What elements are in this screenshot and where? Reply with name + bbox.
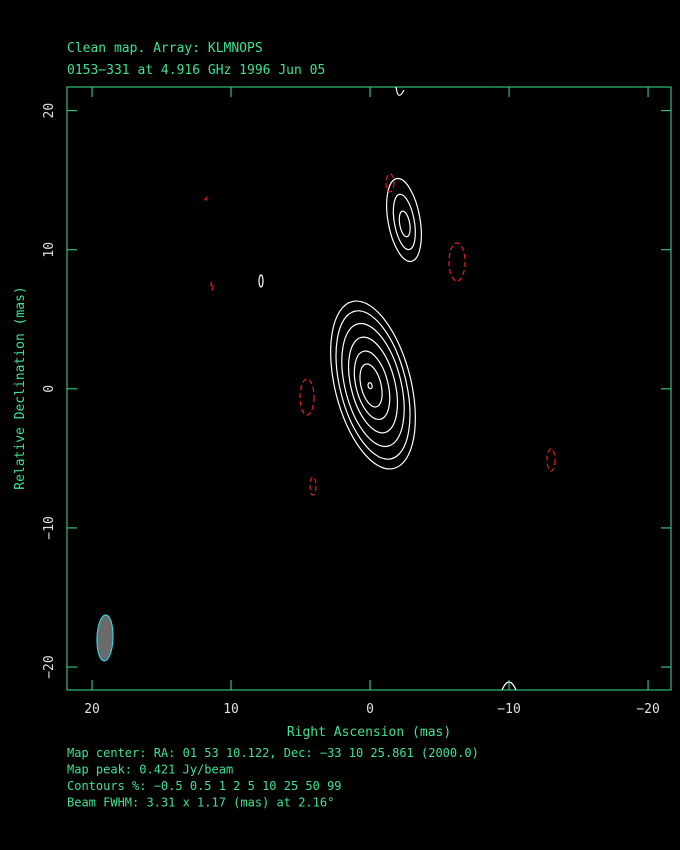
y-tick-label: −20 — [42, 655, 57, 678]
y-tick-label: 0 — [42, 385, 57, 393]
annotation: Map peak: 0.421 Jy/beam — [67, 763, 233, 777]
contours — [204, 86, 556, 691]
beam — [96, 614, 114, 662]
y-tick-label: −10 — [42, 516, 57, 539]
x-axis-label: Right Ascension (mas) — [287, 725, 451, 740]
annotation: Contours %: −0.5 0.5 1 2 5 10 25 50 99 — [67, 779, 342, 793]
x-tick-label: 0 — [366, 702, 374, 717]
y-axis-label: Relative Declination (mas) — [13, 286, 28, 490]
y-tick-label: 10 — [42, 242, 57, 258]
annotation: Map center: RA: 01 53 10.122, Dec: −33 1… — [67, 746, 479, 760]
x-tick-label: 20 — [84, 702, 100, 717]
annotation: Beam FWHM: 3.31 x 1.17 (mas) at 2.16° — [67, 796, 334, 810]
chart-title: Clean map. Array: KLMNOPS — [67, 41, 263, 56]
x-tick-label: 10 — [223, 702, 239, 717]
y-tick-label: 20 — [42, 103, 57, 119]
x-tick-label: −20 — [636, 702, 659, 717]
x-tick-label: −10 — [497, 702, 520, 717]
chart-subtitle: 0153−331 at 4.916 GHz 1996 Jun 05 — [67, 63, 325, 78]
